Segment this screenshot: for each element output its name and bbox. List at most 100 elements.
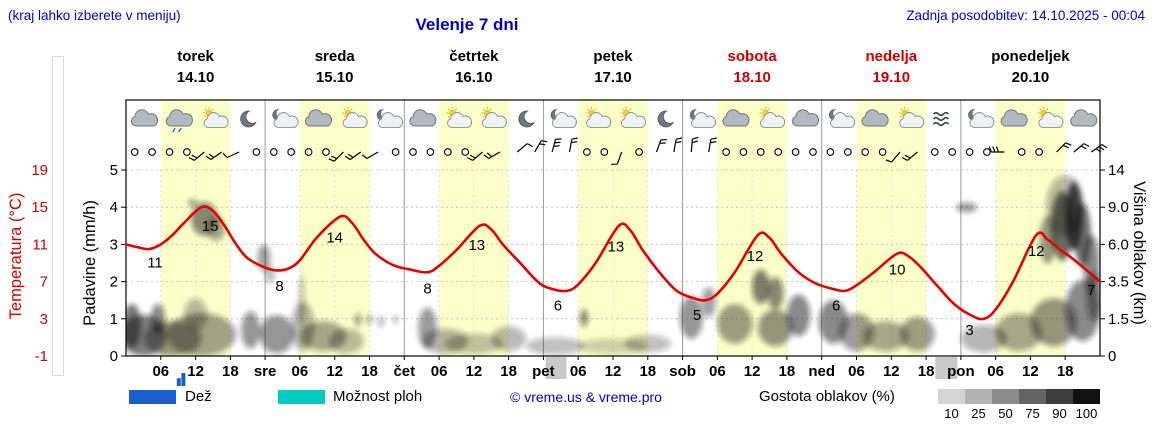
wind-calm-icon [443,148,452,156]
cloud-icon [410,110,436,126]
cloud-blob [862,321,909,352]
precip-tick: 2 [110,274,118,291]
moon-cloud-icon [551,110,576,128]
wind-calm-icon [183,148,191,156]
cloud-blob [126,303,142,349]
rain-bar [176,378,181,386]
x-axis-label: 06 [292,363,309,380]
showers-legend-label: Možnost ploh [333,388,423,405]
wind-calm-icon [722,148,730,156]
cloud-blob [1046,175,1085,236]
wind-calm-icon [843,148,852,156]
density-tick-label: 100 [1075,406,1098,421]
x-axis-label: sob [669,363,696,380]
temperature-series: 11 15 8 14 8 13 6 13 5 12 6 10 3 12 7 [124,205,1102,339]
wind-barb-icon [901,151,918,161]
x-axis-label: 06 [987,363,1004,380]
cloud-blob [444,333,503,354]
cloud-blob [752,269,770,304]
x-axis-label: 12 [187,363,204,380]
cloud-tick: 9.0 [1108,199,1129,216]
cloud-blob [679,296,703,339]
x-axis-label: 06 [709,363,726,380]
day-header-sobota: sobota 18.10 [682,46,822,88]
cloud-density-label: Gostota oblakov (%) [759,388,895,405]
cloud-blob [166,313,237,356]
cloud-blob [188,199,198,206]
wind-barbs-row [130,136,1108,165]
precip-tick: 3 [110,236,118,253]
moon-icon [519,111,534,127]
cloud-blob [1030,298,1077,347]
temperature-scale-strip [52,56,64,376]
density-cell [938,389,965,404]
x-axis-label: 12 [1022,363,1039,380]
wind-calm-icon [965,148,974,156]
wind-barb-icon [690,136,699,153]
cloud-blob [757,309,793,347]
x-axis-label: ned [808,363,835,380]
day-header-torek: torek 14.10 [126,46,266,88]
temperature-curve [124,205,1102,321]
wind-barb-icon [188,151,205,161]
temp-tick: 19 [31,162,48,179]
wind-calm-icon [930,148,939,156]
day-date: 15.10 [315,69,354,86]
wind-calm-icon [983,148,991,156]
x-axis-label: 18 [779,363,796,380]
x-axis-label: 06 [570,363,587,380]
wind-barb-icon [222,151,240,159]
cloud-blob [259,315,295,354]
wind-barb-icon [534,140,548,153]
day-name: torek [177,48,214,65]
rain-legend-label: Dež [185,388,212,405]
wind-calm-icon [826,148,835,156]
x-axis-label: 12 [326,363,343,380]
cloud-blob [900,316,935,352]
wind-barb-icon [328,151,344,162]
cloud-blob [491,326,526,351]
location-menu-hint: (kraj lahko izberete v meniju) [8,8,181,23]
x-axis-labels: 06 12 18 sre 06 12 18 čet 06 12 18 pet 06 12 18 sob 06 12… [152,363,1073,380]
precip-axis-title: Padavine (mm/h) [81,200,99,326]
temp-value-label: 3 [965,322,973,339]
wind-calm-icon [583,148,591,156]
temp-value-label: 11 [147,255,163,272]
cloud-blob [767,277,784,310]
temp-value-label: 6 [554,298,562,315]
temp-value-label: 15 [202,218,219,235]
cloud-blob [786,294,811,337]
cloud-tick: 6.0 [1108,236,1129,253]
cloud-icon [1071,110,1097,126]
x-axis-label: 12 [744,363,761,380]
wind-barb-icon [708,137,717,153]
wind-calm-icon [756,148,765,156]
x-axis-label: čet [393,363,415,380]
fog-icon [932,111,950,127]
day-name: sobota [727,48,777,65]
cloud-blob [298,274,305,327]
wind-barb-icon [551,138,562,153]
wind-calm-icon [878,148,887,156]
day-name: ponedeljek [991,48,1070,65]
wind-calm-icon [148,148,156,156]
temp-value-label: 13 [468,237,485,254]
temp-value-label: 8 [275,278,283,295]
x-axis-label: 18 [918,363,935,380]
cloud-blob [624,334,671,353]
day-header-ponedeljek: ponedeljek 20.10 [960,46,1100,88]
credit-link[interactable]: © vreme.us & vreme.pro [510,389,662,405]
temp-value-label: 5 [693,307,701,324]
wind-barb-icon [516,143,533,153]
temp-value-label: 6 [832,298,840,315]
day-date: 14.10 [176,69,215,86]
cloud-blob [184,298,208,332]
day-name: četrtek [449,48,499,65]
density-tick-label: 90 [1052,406,1067,421]
cloud-blob [960,325,1008,353]
wind-barb-icon [483,151,501,160]
day-name: sreda [314,48,355,65]
temp-tick: 15 [31,199,48,216]
temp-value-label: 13 [608,238,625,255]
